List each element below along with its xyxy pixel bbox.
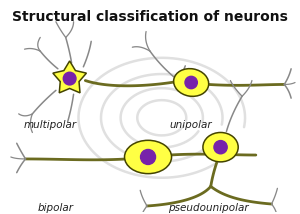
- Ellipse shape: [124, 140, 172, 174]
- Text: multipolar: multipolar: [23, 120, 76, 130]
- Polygon shape: [53, 61, 86, 93]
- Circle shape: [140, 150, 155, 165]
- Text: Structural classification of neurons: Structural classification of neurons: [12, 10, 288, 24]
- Ellipse shape: [203, 132, 238, 162]
- Circle shape: [214, 141, 227, 154]
- Circle shape: [63, 72, 76, 85]
- Text: unipolar: unipolar: [170, 120, 212, 130]
- Text: pseudounipolar: pseudounipolar: [169, 204, 249, 214]
- Text: bipolar: bipolar: [38, 204, 74, 214]
- Circle shape: [185, 76, 197, 89]
- Ellipse shape: [174, 69, 209, 96]
